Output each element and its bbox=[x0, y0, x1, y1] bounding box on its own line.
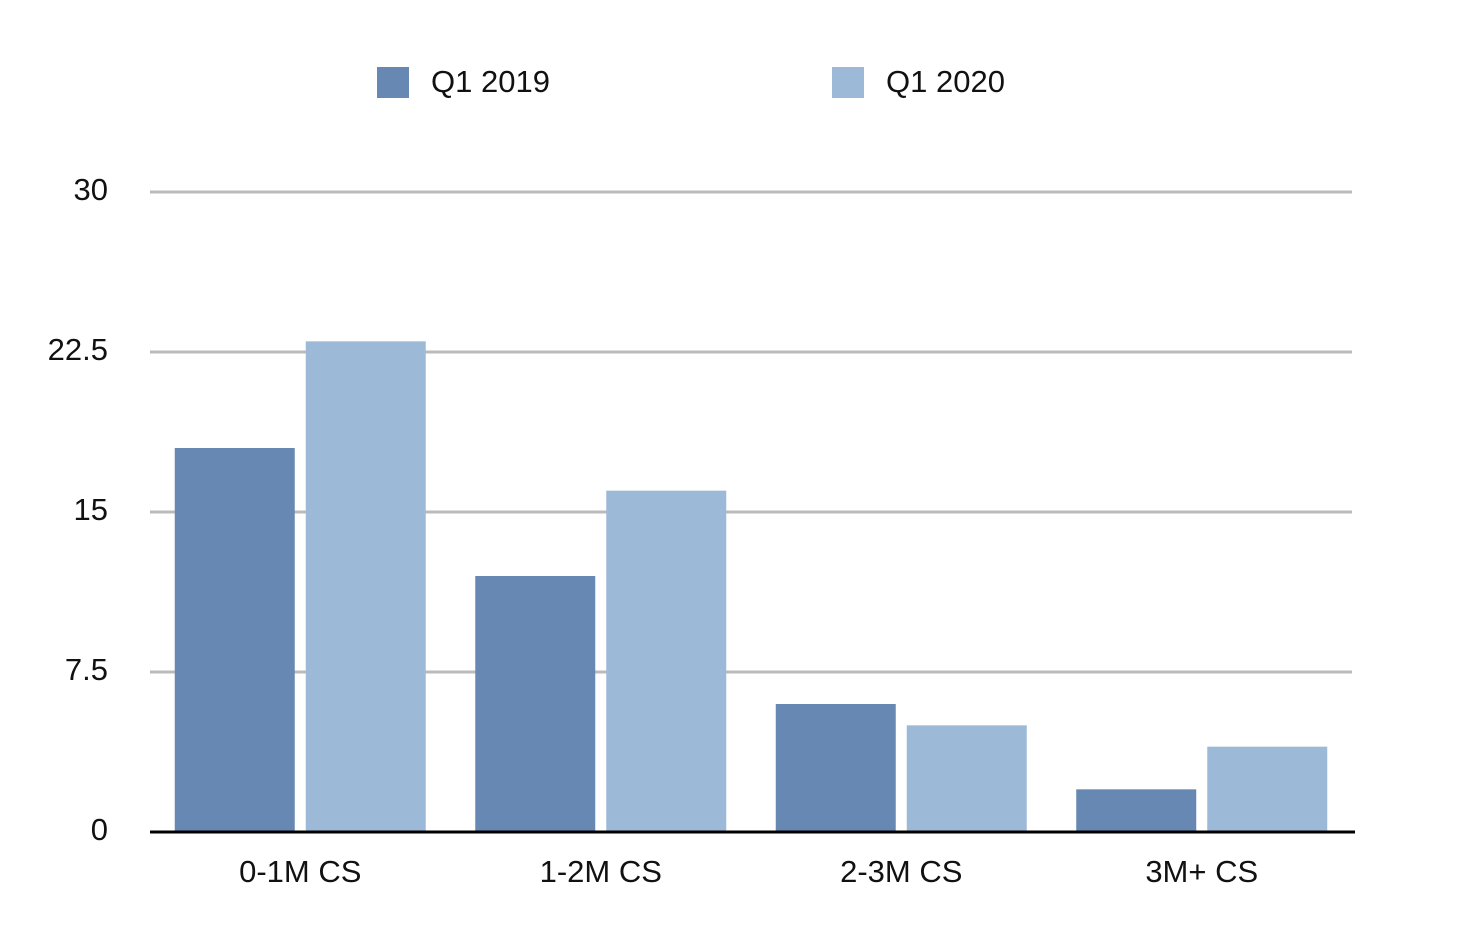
bar bbox=[305, 341, 426, 832]
legend-swatch bbox=[832, 67, 864, 98]
legend-label: Q1 2019 bbox=[431, 64, 550, 99]
x-tick-label: 1-2M CS bbox=[540, 854, 662, 889]
x-tick-label: 2-3M CS bbox=[840, 854, 962, 889]
bar bbox=[775, 704, 896, 832]
bar bbox=[1076, 789, 1197, 832]
x-tick-label: 0-1M CS bbox=[239, 854, 361, 889]
legend-swatch bbox=[377, 67, 409, 98]
legend-label: Q1 2020 bbox=[886, 64, 1005, 99]
bar bbox=[1207, 746, 1328, 832]
x-tick-label: 3M+ CS bbox=[1145, 854, 1258, 889]
bar bbox=[174, 448, 295, 832]
bar bbox=[606, 490, 727, 832]
y-tick-label: 30 bbox=[74, 172, 108, 207]
bar bbox=[475, 576, 596, 832]
bar bbox=[906, 725, 1027, 832]
y-tick-label: 7.5 bbox=[65, 652, 108, 687]
y-tick-label: 22.5 bbox=[48, 332, 108, 367]
y-tick-label: 0 bbox=[91, 812, 108, 847]
y-tick-label: 15 bbox=[74, 492, 108, 527]
